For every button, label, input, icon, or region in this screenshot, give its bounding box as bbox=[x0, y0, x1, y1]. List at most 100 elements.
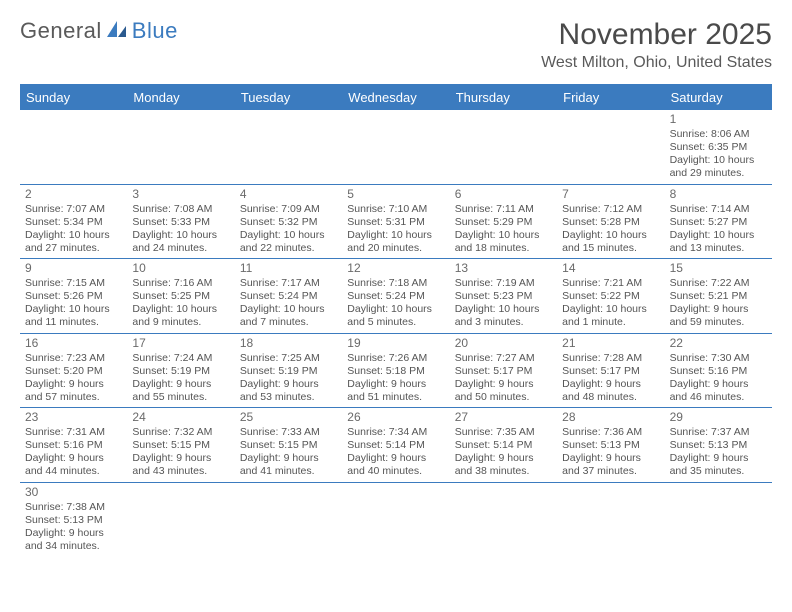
day-info-line: and 1 minute. bbox=[562, 316, 659, 329]
day-cell: 10Sunrise: 7:16 AMSunset: 5:25 PMDayligh… bbox=[127, 259, 234, 333]
day-info-line: and 55 minutes. bbox=[132, 391, 229, 404]
day-number: 22 bbox=[670, 336, 767, 351]
day-number: 30 bbox=[25, 485, 122, 500]
day-info-line: Daylight: 9 hours bbox=[25, 527, 122, 540]
day-info-line: and 15 minutes. bbox=[562, 242, 659, 255]
day-number: 20 bbox=[455, 336, 552, 351]
day-header: Saturday bbox=[665, 85, 772, 110]
header: General Blue November 2025 West Milton, … bbox=[0, 0, 792, 76]
week-row: 1Sunrise: 8:06 AMSunset: 6:35 PMDaylight… bbox=[20, 110, 772, 185]
day-info-line: Daylight: 10 hours bbox=[347, 229, 444, 242]
day-info-line: Sunrise: 7:25 AM bbox=[240, 352, 337, 365]
day-info-line: Sunset: 5:17 PM bbox=[455, 365, 552, 378]
day-number: 7 bbox=[562, 187, 659, 202]
week-row: 23Sunrise: 7:31 AMSunset: 5:16 PMDayligh… bbox=[20, 408, 772, 483]
day-cell: 6Sunrise: 7:11 AMSunset: 5:29 PMDaylight… bbox=[450, 185, 557, 259]
day-cell: 28Sunrise: 7:36 AMSunset: 5:13 PMDayligh… bbox=[557, 408, 664, 482]
day-cell: 16Sunrise: 7:23 AMSunset: 5:20 PMDayligh… bbox=[20, 334, 127, 408]
sail-icon bbox=[106, 20, 128, 43]
day-number: 12 bbox=[347, 261, 444, 276]
day-info-line: Sunset: 5:21 PM bbox=[670, 290, 767, 303]
day-cell: 1Sunrise: 8:06 AMSunset: 6:35 PMDaylight… bbox=[665, 110, 772, 184]
day-info-line: Sunrise: 7:23 AM bbox=[25, 352, 122, 365]
day-info-line: Sunrise: 7:12 AM bbox=[562, 203, 659, 216]
day-info-line: Sunset: 5:28 PM bbox=[562, 216, 659, 229]
day-cell: 25Sunrise: 7:33 AMSunset: 5:15 PMDayligh… bbox=[235, 408, 342, 482]
day-number: 26 bbox=[347, 410, 444, 425]
day-info-line: and 48 minutes. bbox=[562, 391, 659, 404]
day-info-line: Sunrise: 7:36 AM bbox=[562, 426, 659, 439]
brand-name-2: Blue bbox=[132, 18, 178, 44]
day-info-line: Sunset: 5:22 PM bbox=[562, 290, 659, 303]
day-cell: 17Sunrise: 7:24 AMSunset: 5:19 PMDayligh… bbox=[127, 334, 234, 408]
day-number: 27 bbox=[455, 410, 552, 425]
day-info-line: Daylight: 10 hours bbox=[455, 303, 552, 316]
day-info-line: and 13 minutes. bbox=[670, 242, 767, 255]
brand-logo: General Blue bbox=[20, 18, 178, 44]
day-info-line: Sunrise: 7:16 AM bbox=[132, 277, 229, 290]
day-info-line: and 59 minutes. bbox=[670, 316, 767, 329]
day-info-line: Daylight: 10 hours bbox=[240, 229, 337, 242]
day-info-line: Sunset: 5:24 PM bbox=[240, 290, 337, 303]
day-cell bbox=[450, 483, 557, 557]
day-info-line: Daylight: 10 hours bbox=[455, 229, 552, 242]
day-info-line: and 27 minutes. bbox=[25, 242, 122, 255]
day-number: 15 bbox=[670, 261, 767, 276]
day-number: 11 bbox=[240, 261, 337, 276]
day-info-line: and 24 minutes. bbox=[132, 242, 229, 255]
day-info-line: Sunset: 5:33 PM bbox=[132, 216, 229, 229]
day-info-line: Daylight: 10 hours bbox=[25, 303, 122, 316]
brand-name-1: General bbox=[20, 18, 102, 44]
day-cell: 5Sunrise: 7:10 AMSunset: 5:31 PMDaylight… bbox=[342, 185, 449, 259]
day-info-line: Sunset: 5:14 PM bbox=[347, 439, 444, 452]
day-number: 10 bbox=[132, 261, 229, 276]
day-info-line: Sunrise: 7:10 AM bbox=[347, 203, 444, 216]
day-header: Thursday bbox=[450, 85, 557, 110]
day-cell: 8Sunrise: 7:14 AMSunset: 5:27 PMDaylight… bbox=[665, 185, 772, 259]
day-info-line: and 50 minutes. bbox=[455, 391, 552, 404]
day-info-line: Daylight: 9 hours bbox=[562, 378, 659, 391]
day-number: 5 bbox=[347, 187, 444, 202]
day-info-line: and 41 minutes. bbox=[240, 465, 337, 478]
day-number: 4 bbox=[240, 187, 337, 202]
day-info-line: Sunrise: 7:18 AM bbox=[347, 277, 444, 290]
day-info-line: Daylight: 10 hours bbox=[670, 154, 767, 167]
day-cell: 7Sunrise: 7:12 AMSunset: 5:28 PMDaylight… bbox=[557, 185, 664, 259]
day-header: Friday bbox=[557, 85, 664, 110]
day-info-line: and 35 minutes. bbox=[670, 465, 767, 478]
day-cell bbox=[450, 110, 557, 184]
day-number: 29 bbox=[670, 410, 767, 425]
day-number: 19 bbox=[347, 336, 444, 351]
day-header-row: Sunday Monday Tuesday Wednesday Thursday… bbox=[20, 85, 772, 110]
day-info-line: Sunrise: 7:14 AM bbox=[670, 203, 767, 216]
day-cell bbox=[127, 110, 234, 184]
day-info-line: and 37 minutes. bbox=[562, 465, 659, 478]
day-number: 6 bbox=[455, 187, 552, 202]
day-info-line: and 57 minutes. bbox=[25, 391, 122, 404]
day-info-line: Sunset: 5:32 PM bbox=[240, 216, 337, 229]
day-info-line: and 53 minutes. bbox=[240, 391, 337, 404]
day-info-line: Daylight: 10 hours bbox=[347, 303, 444, 316]
day-cell bbox=[665, 483, 772, 557]
day-info-line: Sunrise: 7:28 AM bbox=[562, 352, 659, 365]
day-info-line: Sunrise: 7:31 AM bbox=[25, 426, 122, 439]
day-info-line: Daylight: 9 hours bbox=[455, 452, 552, 465]
day-cell: 20Sunrise: 7:27 AMSunset: 5:17 PMDayligh… bbox=[450, 334, 557, 408]
day-info-line: Daylight: 10 hours bbox=[670, 229, 767, 242]
day-number: 23 bbox=[25, 410, 122, 425]
day-info-line: Sunrise: 7:38 AM bbox=[25, 501, 122, 514]
week-row: 9Sunrise: 7:15 AMSunset: 5:26 PMDaylight… bbox=[20, 259, 772, 334]
day-info-line: Sunset: 5:19 PM bbox=[240, 365, 337, 378]
day-info-line: and 29 minutes. bbox=[670, 167, 767, 180]
day-cell: 3Sunrise: 7:08 AMSunset: 5:33 PMDaylight… bbox=[127, 185, 234, 259]
day-header: Monday bbox=[127, 85, 234, 110]
day-number: 28 bbox=[562, 410, 659, 425]
day-info-line: Sunset: 5:15 PM bbox=[132, 439, 229, 452]
day-cell: 29Sunrise: 7:37 AMSunset: 5:13 PMDayligh… bbox=[665, 408, 772, 482]
day-header: Sunday bbox=[20, 85, 127, 110]
day-info-line: Daylight: 10 hours bbox=[25, 229, 122, 242]
day-cell bbox=[235, 483, 342, 557]
day-info-line: and 20 minutes. bbox=[347, 242, 444, 255]
day-number: 1 bbox=[670, 112, 767, 127]
day-number: 2 bbox=[25, 187, 122, 202]
